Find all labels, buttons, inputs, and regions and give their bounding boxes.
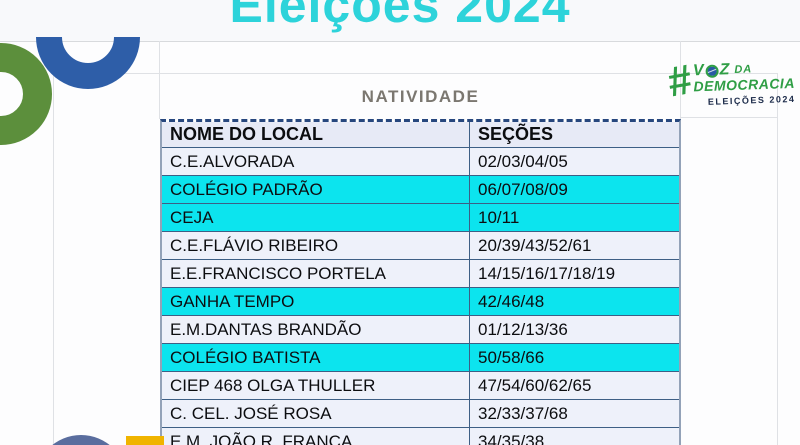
sections-cell: 14/15/16/17/18/19: [470, 260, 679, 288]
sections-cell: 32/33/37/68: [470, 400, 679, 428]
yellow-square-decoration: [126, 436, 164, 445]
table-row: C.E.ALVORADA 02/03/04/05: [162, 148, 679, 176]
local-name-cell: COLÉGIO BATISTA: [162, 344, 470, 372]
table-row: CIEP 468 OLGA THULLER 47/54/60/62/65: [162, 372, 679, 400]
logo-democracia: DEMOCRACIA: [693, 74, 796, 95]
sections-cell: 34/35/38: [470, 428, 679, 445]
table-row: E.M. JOÃO R. FRANCA 34/35/38: [162, 428, 679, 445]
table-header-row: NOME DO LOCAL SEÇÕES: [162, 122, 679, 148]
logo-letter-z: Z: [719, 61, 731, 79]
local-name-cell: C. CEL. JOSÉ ROSA: [162, 400, 470, 428]
sections-cell: 47/54/60/62/65: [470, 372, 679, 400]
page-title: Eleições 2024: [229, 0, 571, 33]
guide-line-short: [681, 117, 777, 118]
sections-cell: 50/58/66: [470, 344, 679, 372]
local-name-cell: CEJA: [162, 204, 470, 232]
blue-ring-decoration: [36, 37, 142, 93]
local-name-cell: COLÉGIO PADRÃO: [162, 176, 470, 204]
guide-line-vertical-left: [53, 73, 54, 445]
column-header-secoes: SEÇÕES: [470, 122, 679, 148]
table-row: GANHA TEMPO 42/46/48: [162, 288, 679, 316]
column-header-local: NOME DO LOCAL: [162, 122, 470, 148]
section-title: NATIVIDADE: [361, 87, 480, 106]
blue-ring-icon: [36, 37, 140, 89]
local-name-cell: E.E.FRANCISCO PORTELA: [162, 260, 470, 288]
local-name-cell: C.E.FLÁVIO RIBEIRO: [162, 232, 470, 260]
table-row: E.E.FRANCISCO PORTELA 14/15/16/17/18/19: [162, 260, 679, 288]
title-band: Eleições 2024: [0, 0, 800, 42]
logo-letter-v: V: [692, 62, 705, 80]
guide-line-table-right: [680, 41, 681, 119]
sections-cell: 42/46/48: [470, 288, 679, 316]
guide-line-horizontal: [53, 73, 777, 74]
table-row: C. CEL. JOSÉ ROSA 32/33/37/68: [162, 400, 679, 428]
sections-cell: 02/03/04/05: [470, 148, 679, 176]
hashtag-icon: #: [663, 55, 695, 106]
sections-cell: 10/11: [470, 204, 679, 232]
globe-o-icon: [705, 64, 719, 78]
table-row: E.M.DANTAS BRANDÃO 01/12/13/36: [162, 316, 679, 344]
table-row: COLÉGIO BATISTA 50/58/66: [162, 344, 679, 372]
local-name-cell: E.M. JOÃO R. FRANCA: [162, 428, 470, 445]
logo-tagline: ELEIÇÕES 2024: [707, 93, 796, 107]
table-row: C.E.FLÁVIO RIBEIRO 20/39/43/52/61: [162, 232, 679, 260]
sections-cell: 20/39/43/52/61: [470, 232, 679, 260]
local-name-cell: C.E.ALVORADA: [162, 148, 470, 176]
blue-circle-decoration: [35, 435, 127, 445]
table-body: C.E.ALVORADA 02/03/04/05 COLÉGIO PADRÃO …: [162, 148, 679, 445]
table-row: CEJA 10/11: [162, 204, 679, 232]
guide-line-vertical-right: [777, 73, 778, 445]
voz-da-democracia-logo: # V Z DA DEMOCRACIA ELEIÇÕES 2024: [663, 55, 800, 109]
local-name-cell: E.M.DANTAS BRANDÃO: [162, 316, 470, 344]
local-name-cell: GANHA TEMPO: [162, 288, 470, 316]
local-name-cell: CIEP 468 OLGA THULLER: [162, 372, 470, 400]
sections-cell: 06/07/08/09: [470, 176, 679, 204]
logo-text-block: V Z DA DEMOCRACIA ELEIÇÕES 2024: [693, 56, 796, 108]
guide-line-table-left: [159, 41, 160, 119]
table-row: COLÉGIO PADRÃO 06/07/08/09: [162, 176, 679, 204]
locations-table: NOME DO LOCAL SEÇÕES C.E.ALVORADA 02/03/…: [160, 119, 681, 445]
sections-cell: 01/12/13/36: [470, 316, 679, 344]
